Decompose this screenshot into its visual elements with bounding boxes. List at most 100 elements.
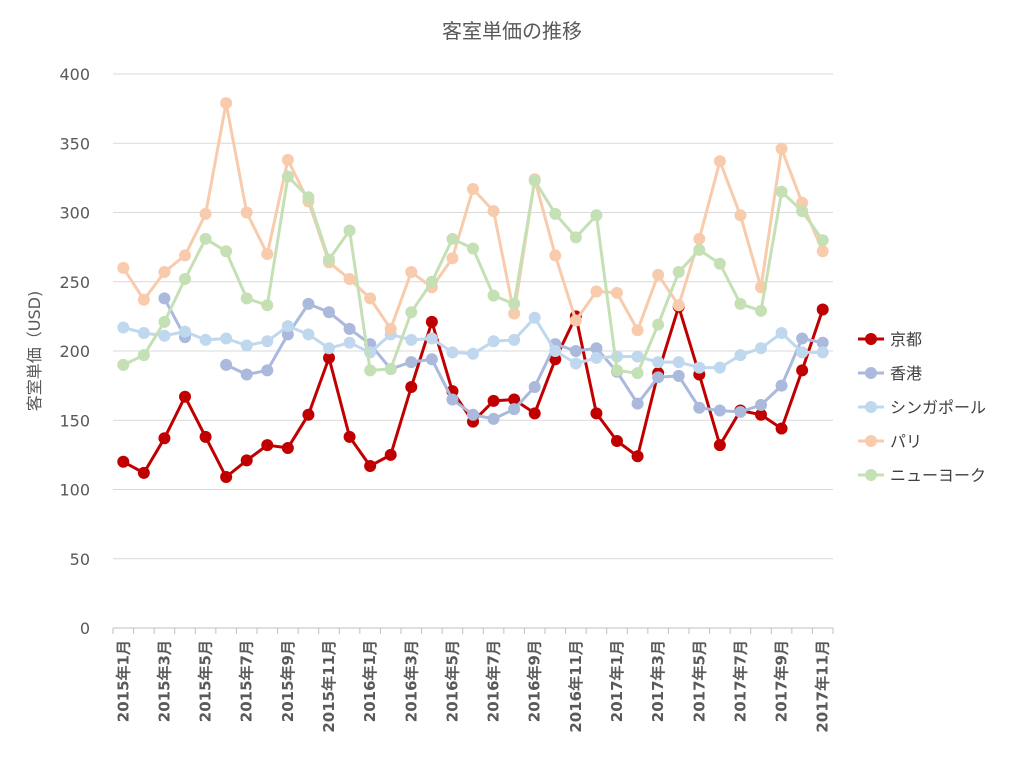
x-tick-label: 2017年5月 bbox=[690, 640, 708, 722]
data-point bbox=[631, 397, 644, 410]
data-point bbox=[734, 209, 747, 222]
data-point bbox=[405, 266, 418, 279]
data-point bbox=[549, 353, 562, 366]
data-point bbox=[755, 408, 767, 421]
data-point bbox=[590, 351, 603, 364]
y-tick-label: 50 bbox=[70, 550, 90, 569]
data-point bbox=[734, 405, 747, 418]
legend-item: パリ bbox=[858, 432, 922, 451]
y-tick-label: 150 bbox=[59, 411, 90, 430]
data-point bbox=[796, 346, 809, 359]
x-tick-label: 2015年5月 bbox=[197, 640, 215, 722]
data-point bbox=[508, 333, 521, 346]
data-point bbox=[569, 357, 582, 370]
data-point bbox=[734, 349, 747, 362]
legend-label: 京都 bbox=[890, 330, 922, 349]
data-point bbox=[590, 342, 603, 355]
legend-label: ニューヨーク bbox=[890, 466, 986, 485]
data-point bbox=[281, 320, 294, 333]
data-point bbox=[467, 408, 479, 421]
data-point bbox=[569, 345, 582, 357]
legend-label: シンガポール bbox=[890, 398, 986, 417]
y-tick-label: 250 bbox=[59, 273, 90, 292]
data-point bbox=[240, 368, 253, 381]
data-point bbox=[775, 185, 788, 198]
legend-item: 香港 bbox=[858, 364, 922, 383]
x-tick-label: 2015年11月 bbox=[320, 640, 338, 733]
data-point bbox=[487, 335, 500, 348]
data-point bbox=[816, 234, 829, 247]
data-point bbox=[693, 243, 706, 256]
y-axis-ticks: 0 50 100 150 200 250 300 350 400 bbox=[59, 65, 90, 638]
data-point bbox=[734, 297, 747, 310]
data-point bbox=[179, 272, 191, 285]
x-tick-label: 2016年7月 bbox=[485, 640, 503, 722]
legend-swatch-marker bbox=[865, 469, 877, 481]
data-point bbox=[508, 307, 521, 320]
x-axis: 2015年1月 2015年3月 2015年5月 2015年7月 2015年9月 2015年… bbox=[112, 627, 834, 733]
series-line bbox=[122, 101, 825, 332]
legend-item: 京都 bbox=[858, 330, 922, 349]
series-line bbox=[122, 305, 825, 479]
data-point bbox=[405, 306, 418, 319]
data-point bbox=[590, 209, 603, 222]
legend-label: パリ bbox=[890, 432, 922, 451]
data-point bbox=[755, 399, 767, 412]
data-point bbox=[775, 422, 788, 435]
legend-item: シンガポール bbox=[858, 398, 986, 417]
data-point bbox=[487, 205, 500, 218]
data-point bbox=[816, 346, 829, 359]
data-point bbox=[137, 326, 150, 339]
data-point bbox=[117, 261, 130, 274]
data-point bbox=[508, 403, 521, 416]
x-tick-label: 2016年5月 bbox=[443, 640, 461, 722]
y-tick-label: 400 bbox=[59, 65, 90, 84]
data-point bbox=[652, 356, 665, 369]
data-point bbox=[713, 155, 726, 168]
data-point bbox=[652, 268, 665, 281]
data-point bbox=[467, 242, 479, 255]
data-point bbox=[693, 401, 706, 414]
data-point bbox=[446, 346, 459, 359]
data-point bbox=[323, 253, 335, 266]
x-tick-label: 2015年1月 bbox=[114, 640, 132, 722]
data-point bbox=[796, 332, 809, 345]
data-point bbox=[693, 232, 706, 245]
data-point bbox=[549, 249, 562, 262]
data-point bbox=[220, 358, 233, 371]
x-tick-label: 2017年7月 bbox=[731, 640, 749, 722]
data-point bbox=[323, 306, 335, 319]
data-point bbox=[364, 364, 377, 377]
data-point bbox=[179, 249, 191, 262]
data-point bbox=[364, 459, 377, 472]
data-point bbox=[199, 207, 212, 220]
data-point bbox=[117, 358, 130, 371]
data-point bbox=[302, 297, 315, 310]
data-point bbox=[281, 328, 294, 341]
data-point bbox=[713, 404, 726, 417]
data-point bbox=[611, 435, 623, 448]
data-point bbox=[487, 289, 500, 302]
data-point bbox=[508, 297, 521, 310]
series bbox=[117, 300, 829, 484]
data-point bbox=[611, 286, 623, 299]
legend-swatch-marker bbox=[865, 401, 877, 413]
data-point bbox=[775, 379, 788, 392]
data-point bbox=[528, 311, 541, 324]
data-point bbox=[199, 232, 212, 245]
data-point bbox=[652, 318, 665, 331]
data-point bbox=[446, 232, 459, 245]
data-point bbox=[281, 441, 294, 454]
x-tick-label: 2016年1月 bbox=[361, 640, 379, 722]
series bbox=[117, 97, 829, 337]
data-point bbox=[302, 408, 315, 421]
data-point bbox=[467, 347, 479, 360]
data-point bbox=[487, 394, 500, 407]
data-point bbox=[343, 336, 356, 349]
y-tick-label: 100 bbox=[59, 481, 90, 500]
legend-label: 香港 bbox=[890, 364, 922, 383]
data-point bbox=[137, 349, 150, 362]
data-point bbox=[343, 430, 356, 443]
y-tick-label: 0 bbox=[80, 619, 90, 638]
